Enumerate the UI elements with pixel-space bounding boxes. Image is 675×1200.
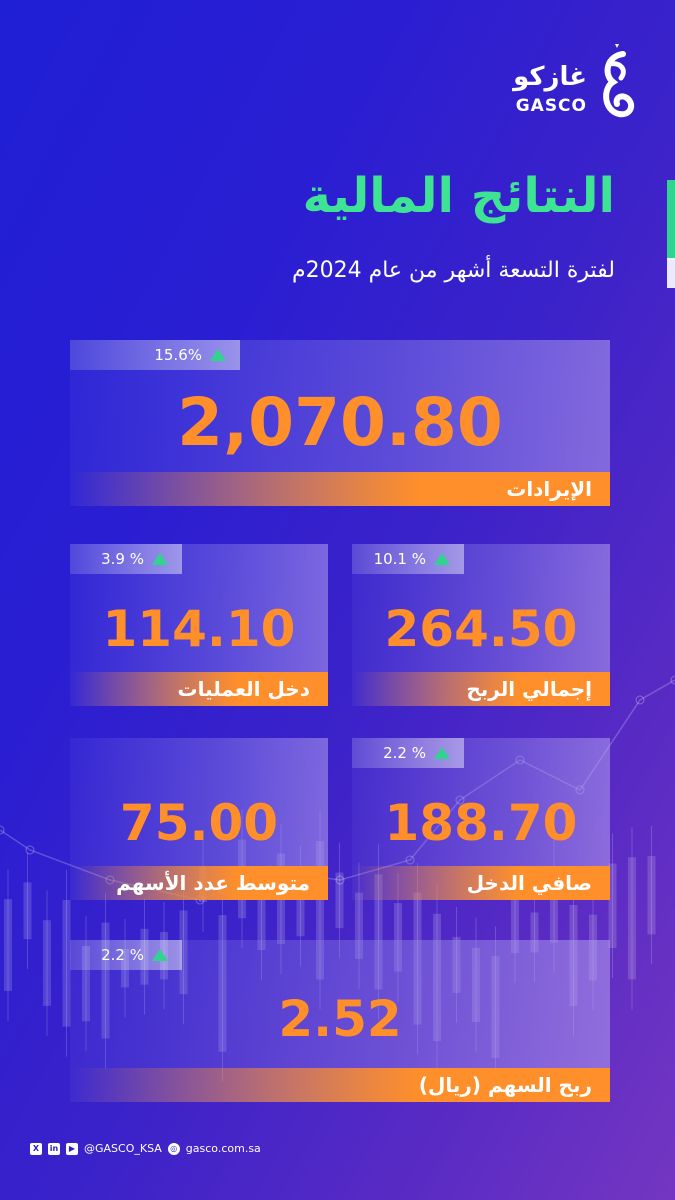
revenue-change: 15.6%: [154, 346, 202, 364]
operating-income-label: دخل العمليات: [177, 677, 311, 701]
up-arrow-icon: [434, 747, 450, 759]
candle-body: [335, 872, 344, 929]
website-link[interactable]: gasco.com.sa: [185, 1142, 261, 1155]
logo-text-english: GASCO: [515, 96, 587, 116]
up-arrow-icon: [152, 553, 168, 565]
up-arrow-icon: [434, 553, 450, 565]
social-handle[interactable]: @GASCO_KSA: [84, 1142, 162, 1155]
revenue-change-badge: 15.6%: [70, 340, 240, 370]
candle-body: [647, 856, 656, 935]
operating-income-card: 3.9 % 114.10 دخل العمليات: [70, 544, 328, 706]
youtube-icon[interactable]: ▶: [66, 1142, 78, 1155]
avg-shares-value: 75.00: [119, 794, 279, 852]
operating-income-value: 114.10: [102, 600, 296, 658]
page-subtitle: لفترة التسعة أشهر من عام 2024م: [291, 258, 615, 283]
gross-profit-change-badge: 10.1 %: [352, 544, 464, 574]
trend-point: [25, 845, 35, 855]
gross-profit-label: إجمالي الربح: [466, 677, 592, 701]
title-accent-bar: [667, 180, 675, 260]
subtitle-accent-bar: [667, 258, 675, 288]
eps-label: ربح السهم (ريال): [418, 1073, 592, 1097]
eps-label-bar: ربح السهم (ريال): [70, 1068, 610, 1102]
candle-body: [628, 857, 636, 980]
trend-point: [670, 675, 675, 685]
eps-value: 2.52: [278, 990, 402, 1048]
net-income-value: 188.70: [384, 794, 578, 852]
avg-shares-label: متوسط عدد الأسهم: [116, 871, 310, 895]
footer: X in ▶ @GASCO_KSA ◎ gasco.com.sa: [30, 1142, 261, 1155]
operating-income-change: 3.9 %: [101, 550, 144, 568]
net-income-card: 2.2 % 188.70 صافي الدخل: [352, 738, 610, 900]
x-icon[interactable]: X: [30, 1142, 42, 1155]
gasco-logo-icon: [603, 44, 635, 118]
linkedin-icon[interactable]: in: [48, 1142, 60, 1155]
eps-change-badge: 2.2 %: [70, 940, 182, 970]
globe-icon: ◎: [167, 1142, 180, 1155]
revenue-label: الإيرادات: [506, 477, 592, 501]
net-income-change: 2.2 %: [383, 744, 426, 762]
net-income-change-badge: 2.2 %: [352, 738, 464, 768]
net-income-label: صافي الدخل: [466, 871, 592, 895]
eps-card: 2.2 % 2.52 ربح السهم (ريال): [70, 940, 610, 1102]
eps-change: 2.2 %: [101, 946, 144, 964]
avg-shares-card: 75.00 متوسط عدد الأسهم: [70, 738, 328, 900]
up-arrow-icon: [152, 949, 168, 961]
net-income-label-bar: صافي الدخل: [352, 866, 610, 900]
operating-income-label-bar: دخل العمليات: [70, 672, 328, 706]
revenue-value: 2,070.80: [177, 384, 503, 461]
trend-point: [335, 875, 345, 885]
gross-profit-label-bar: إجمالي الربح: [352, 672, 610, 706]
candle-body: [43, 920, 51, 1006]
trend-point: [635, 695, 645, 705]
up-arrow-icon: [210, 349, 226, 361]
revenue-label-bar: الإيرادات: [70, 472, 610, 506]
gross-profit-value: 264.50: [384, 600, 578, 658]
gross-profit-card: 10.1 % 264.50 إجمالي الربح: [352, 544, 610, 706]
candle-body: [23, 882, 32, 940]
logo-text-arabic: غازكو: [513, 62, 587, 92]
operating-income-change-badge: 3.9 %: [70, 544, 182, 574]
gasco-logo: غازكو GASCO: [437, 44, 637, 124]
candle-body: [4, 899, 12, 991]
page-title: النتائج المالية: [302, 168, 615, 224]
avg-shares-label-bar: متوسط عدد الأسهم: [70, 866, 328, 900]
trend-point: [0, 825, 5, 835]
gross-profit-change: 10.1 %: [373, 550, 426, 568]
revenue-card: 15.6% 2,070.80 الإيرادات: [70, 340, 610, 506]
